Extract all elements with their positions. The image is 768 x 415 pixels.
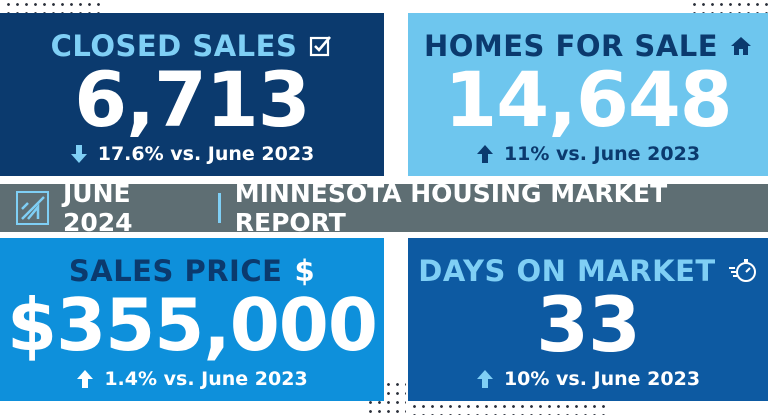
house-icon: [731, 37, 752, 55]
days-on-market-title: DAYS ON MARKET: [418, 254, 716, 288]
homes-for-sale-change-row: 11% vs. June 2023: [408, 143, 768, 165]
closed-sales-change-row: 17.6% vs. June 2023: [0, 143, 384, 165]
checkbox-icon: [310, 36, 332, 57]
arrow-up-icon: [476, 370, 493, 388]
homes-for-sale-change: 11% vs. June 2023: [503, 143, 701, 165]
logo-icon: [16, 191, 49, 225]
report-banner: JUNE 2024 MINNESOTA HOUSING MARKET REPOR…: [0, 179, 768, 237]
days-on-market-change: 10% vs. June 2023: [503, 368, 701, 390]
arrow-down-icon: [70, 145, 87, 163]
sales-price-panel: SALES PRICE $ $355,000 1.4% vs. June 202…: [0, 238, 384, 401]
arrow-up-icon: [476, 145, 493, 163]
dot-pattern-top-right: [690, 0, 768, 14]
days-on-market-title-row: DAYS ON MARKET: [408, 254, 768, 288]
sales-price-value: $355,000: [6, 283, 378, 367]
homes-for-sale-title-row: HOMES FOR SALE: [408, 29, 768, 63]
closed-sales-title-row: CLOSED SALES: [0, 29, 384, 63]
days-on-market-panel: DAYS ON MARKET 33 10% vs. June 2023: [408, 238, 768, 401]
arrow-up-icon: [77, 370, 94, 388]
banner-title: MINNESOTA HOUSING MARKET REPORT: [234, 179, 668, 237]
sales-price-title: SALES PRICE: [68, 254, 283, 288]
sales-price-change: 1.4% vs. June 2023: [104, 368, 308, 390]
dot-pattern-bottom-right: [410, 402, 610, 415]
homes-for-sale-panel: HOMES FOR SALE 14,648 11% vs. June 2023: [408, 13, 768, 176]
banner-divider: [217, 193, 221, 223]
dollar-icon: $: [294, 254, 316, 288]
closed-sales-panel: CLOSED SALES 6,713 17.6% vs. June 2023: [0, 13, 384, 176]
days-on-market-change-row: 10% vs. June 2023: [408, 368, 768, 390]
banner-date: JUNE 2024: [62, 179, 133, 237]
closed-sales-value: 6,713: [74, 55, 310, 144]
homes-for-sale-title: HOMES FOR SALE: [423, 29, 719, 63]
closed-sales-change: 17.6% vs. June 2023: [97, 143, 315, 165]
sales-price-change-row: 1.4% vs. June 2023: [0, 368, 384, 390]
days-on-market-value: 33: [536, 280, 641, 369]
closed-sales-title: CLOSED SALES: [50, 29, 298, 63]
stopwatch-icon: [728, 259, 756, 282]
homes-for-sale-value: 14,648: [444, 55, 732, 144]
sales-price-title-row: SALES PRICE $: [0, 254, 384, 288]
